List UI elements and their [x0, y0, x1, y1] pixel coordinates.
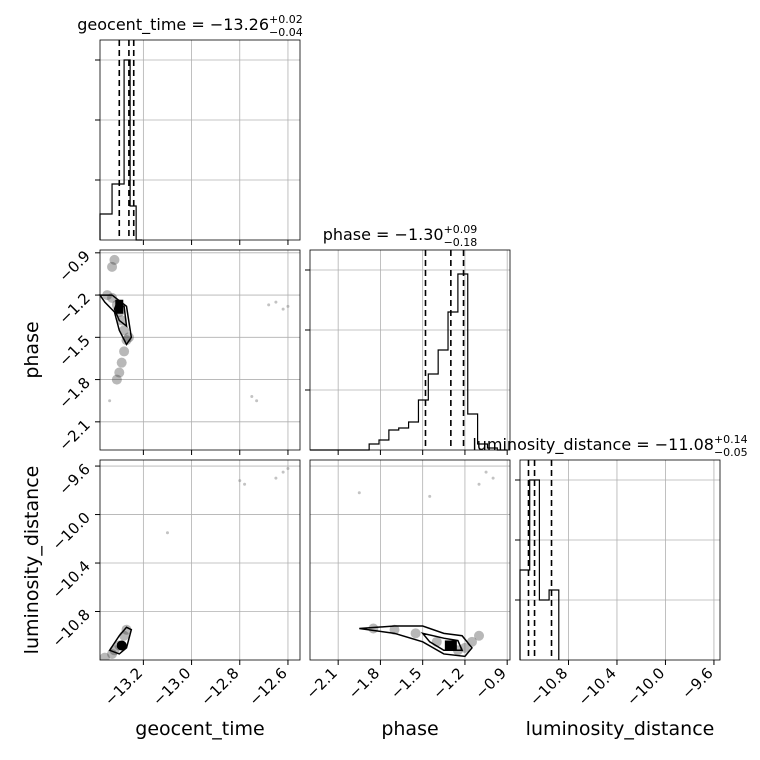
y-tick-label: −10.4	[49, 557, 94, 602]
scatter-point	[286, 304, 290, 308]
scatter-point	[116, 357, 127, 368]
scatter-point	[114, 367, 125, 378]
x-tick-label: −10.0	[623, 664, 668, 709]
panel-frame-0-0	[99, 39, 301, 241]
panel-frame-2-0	[99, 459, 301, 661]
y-tick-label: −1.8	[55, 374, 93, 412]
panel-title-phase: phase = −1.30+0.09	[323, 223, 478, 244]
scatter-point	[109, 254, 120, 265]
scatter-point	[410, 628, 421, 639]
scatter-point	[121, 624, 132, 635]
x-tick-label: −10.8	[526, 664, 571, 709]
scatter-point	[250, 394, 254, 398]
scatter-point	[274, 476, 278, 480]
y-tick-label: −10.8	[49, 606, 94, 651]
panel-frame-2-1	[309, 459, 511, 661]
scatter-point	[281, 470, 285, 474]
density-peak-marker	[444, 640, 457, 651]
histogram-luminosity_distance	[519, 479, 560, 660]
scatter-point	[243, 482, 247, 486]
panel-frame-1-0	[99, 249, 301, 451]
scatter-point	[119, 325, 130, 336]
x-tick-label: −1.2	[429, 664, 467, 702]
y-tick-label: −9.6	[55, 460, 93, 498]
x-axis-label-phase: phase	[381, 718, 438, 740]
scatter-point	[286, 466, 290, 470]
histogram-phase	[310, 273, 508, 451]
scatter-point	[165, 531, 169, 535]
scatter-point	[255, 399, 259, 403]
scatter-point	[428, 494, 432, 498]
title-value: geocent_time = −13.26	[77, 15, 269, 35]
histogram-geocent_time	[99, 59, 143, 241]
contour-outer-lumdist-phase	[359, 625, 473, 658]
x-axis-label-geocent_time: geocent_time	[135, 718, 264, 740]
contour-outer-phase-geocent	[98, 294, 133, 346]
density-peak-marker	[115, 299, 124, 314]
panel-frame-1-1	[309, 249, 511, 451]
y-axis-label-phase: phase	[21, 321, 43, 378]
panel-title-luminosity_distance: luminosity_distance = −11.08+0.14	[472, 433, 747, 455]
scatter-point	[121, 335, 132, 346]
scatter-point	[111, 374, 122, 385]
scatter-point	[238, 479, 242, 483]
title-upper-error: +0.02	[269, 13, 303, 26]
panel-title-geocent_time: geocent_time = −13.26+0.02	[77, 13, 303, 35]
scatter-point	[474, 630, 485, 641]
panel-frame-2-2	[519, 459, 721, 661]
x-tick-label: −12.8	[197, 664, 242, 709]
x-tick-label: −13.0	[149, 664, 194, 709]
scatter-luminosity_distance_vs_geocent_time	[100, 466, 290, 660]
scatter-point	[116, 315, 127, 326]
scatter-point	[491, 476, 495, 480]
x-tick-label: −13.2	[101, 664, 146, 709]
y-tick-label: −1.5	[55, 331, 93, 369]
y-tick-label: −0.9	[55, 247, 93, 285]
x-tick-label: −1.5	[387, 664, 425, 702]
scatter-point	[477, 482, 481, 486]
y-tick-label: −10.0	[49, 509, 94, 554]
title-upper-error: +0.14	[714, 433, 748, 446]
scatter-point	[107, 261, 118, 272]
scatter-point	[357, 491, 361, 495]
title-lower-error: −0.05	[714, 446, 748, 459]
x-tick-label: −0.9	[472, 664, 510, 702]
x-tick-label: −9.6	[678, 664, 716, 702]
x-tick-label: −10.4	[575, 664, 620, 709]
y-tick-label: −1.2	[55, 289, 93, 327]
title-value: phase = −1.30	[323, 225, 444, 244]
scatter-point	[119, 346, 130, 357]
contour-inner-lumdist-phase	[420, 632, 464, 652]
title-value: luminosity_distance = −11.08	[472, 435, 714, 455]
scatter-point	[267, 303, 271, 307]
y-axis-label-luminosity_distance: luminosity_distance	[21, 466, 43, 655]
y-tick-label: −2.1	[55, 416, 93, 454]
x-tick-label: −12.6	[246, 664, 291, 709]
scatter-point	[281, 307, 285, 311]
contour-outer-lumdist-geocent	[108, 626, 133, 655]
scatter-point	[389, 624, 400, 635]
title-lower-error: −0.18	[444, 236, 478, 249]
scatter-point	[100, 652, 110, 660]
title-upper-error: +0.09	[444, 223, 478, 236]
x-tick-label: −1.8	[345, 664, 383, 702]
scatter-point	[274, 300, 278, 304]
scatter-point	[484, 470, 488, 474]
x-axis-label-luminosity_distance: luminosity_distance	[526, 718, 715, 740]
title-lower-error: −0.04	[269, 26, 303, 39]
x-tick-label: −2.1	[303, 664, 341, 702]
density-peak-marker	[116, 640, 127, 651]
scatter-point	[108, 399, 112, 403]
